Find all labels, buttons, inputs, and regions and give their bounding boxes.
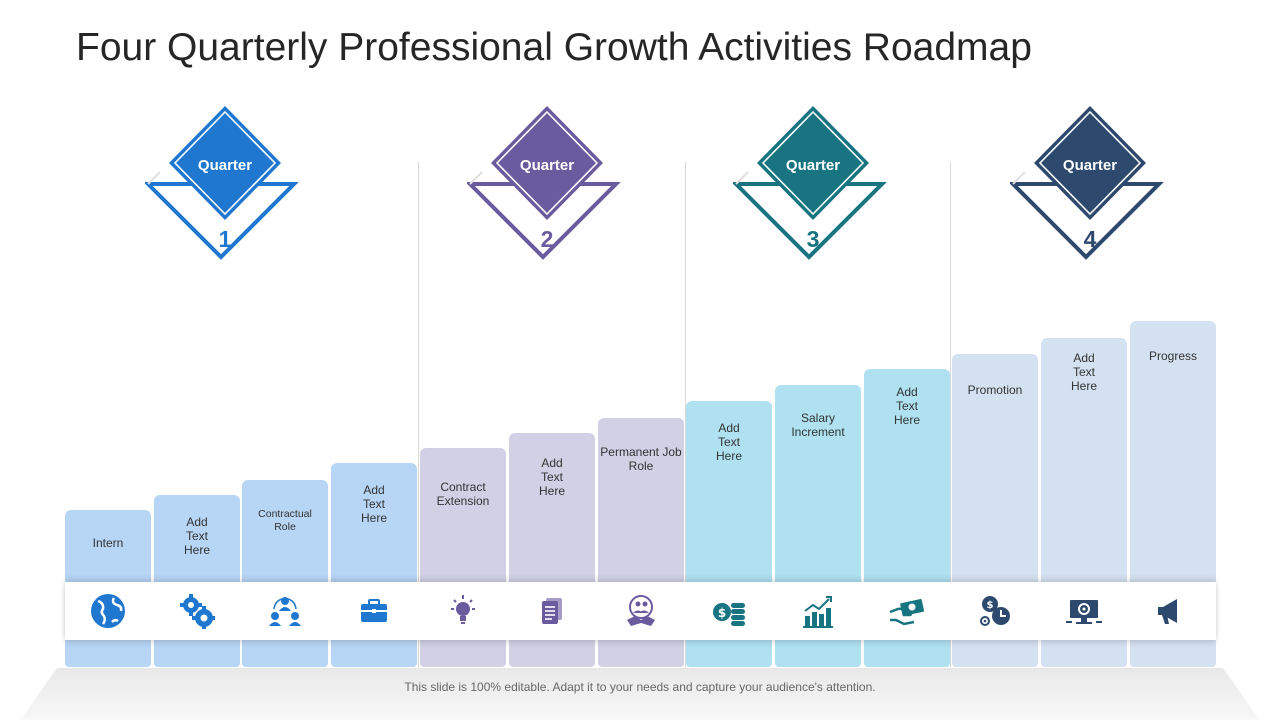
quarter-label: Quarter bbox=[519, 157, 575, 174]
time-money-icon: $ bbox=[975, 592, 1015, 630]
globe-icon bbox=[88, 592, 128, 630]
step-label: Contractual Role bbox=[258, 508, 312, 533]
step-label: Permanent Job Role bbox=[600, 445, 682, 473]
step-label: Salary Increment bbox=[791, 411, 845, 439]
floor-shadow bbox=[20, 668, 1260, 720]
quarter-number: 4 bbox=[1083, 226, 1097, 252]
icon-band bbox=[65, 582, 1216, 640]
quarter-label: Quarter bbox=[785, 157, 841, 174]
diamond-shape bbox=[733, 106, 887, 260]
quarter-divider bbox=[950, 162, 951, 667]
step-label: Promotion bbox=[967, 383, 1023, 397]
step-label: Contract Extension bbox=[436, 480, 490, 508]
step-label: Add Text Here bbox=[715, 421, 742, 463]
step-label: Progress bbox=[1148, 349, 1198, 363]
step-label: Add Text Here bbox=[538, 456, 565, 498]
quarter-label: Quarter bbox=[197, 157, 253, 174]
quarter-badge-4: Quarter 4 bbox=[1010, 100, 1170, 280]
gears-icon bbox=[177, 592, 217, 630]
briefcase-icon bbox=[354, 592, 394, 630]
megaphone-icon bbox=[1153, 592, 1193, 630]
svg-text:$: $ bbox=[987, 600, 994, 611]
quarter-badge-3: Quarter 3 bbox=[733, 100, 893, 280]
step-label: Intern bbox=[92, 536, 124, 550]
diamond-shape bbox=[145, 106, 299, 260]
coins-icon: $ bbox=[709, 592, 749, 630]
quarter-number: 2 bbox=[540, 226, 554, 252]
quarter-label: Quarter bbox=[1062, 157, 1118, 174]
step-label: Add Text Here bbox=[183, 515, 210, 557]
svg-text:$: $ bbox=[718, 606, 726, 620]
step-label: Add Text Here bbox=[893, 385, 920, 427]
handshake-icon bbox=[621, 592, 661, 630]
quarter-divider bbox=[418, 162, 419, 667]
page-title: Four Quarterly Professional Growth Activ… bbox=[76, 26, 1032, 69]
money-hand-icon bbox=[887, 592, 927, 630]
lightbulb-icon bbox=[443, 592, 483, 630]
monitor-settings-icon bbox=[1064, 592, 1104, 630]
footer-note: This slide is 100% editable. Adapt it to… bbox=[404, 680, 876, 694]
step-label: Add Text Here bbox=[1070, 351, 1097, 393]
quarter-number: 3 bbox=[806, 226, 820, 252]
step-label: Add Text Here bbox=[360, 483, 387, 525]
step-bar: Add Text Here bbox=[154, 495, 240, 667]
quarter-divider bbox=[685, 162, 686, 667]
quarter-badge-2: Quarter 2 bbox=[467, 100, 627, 280]
quarter-number: 1 bbox=[218, 226, 232, 252]
diamond-shape bbox=[467, 106, 621, 260]
diamond-shape bbox=[1010, 106, 1164, 260]
team-icon bbox=[265, 592, 305, 630]
growth-chart-icon bbox=[798, 592, 838, 630]
quarter-badge-1: Quarter 1 bbox=[145, 100, 305, 280]
document-icon bbox=[532, 592, 572, 630]
